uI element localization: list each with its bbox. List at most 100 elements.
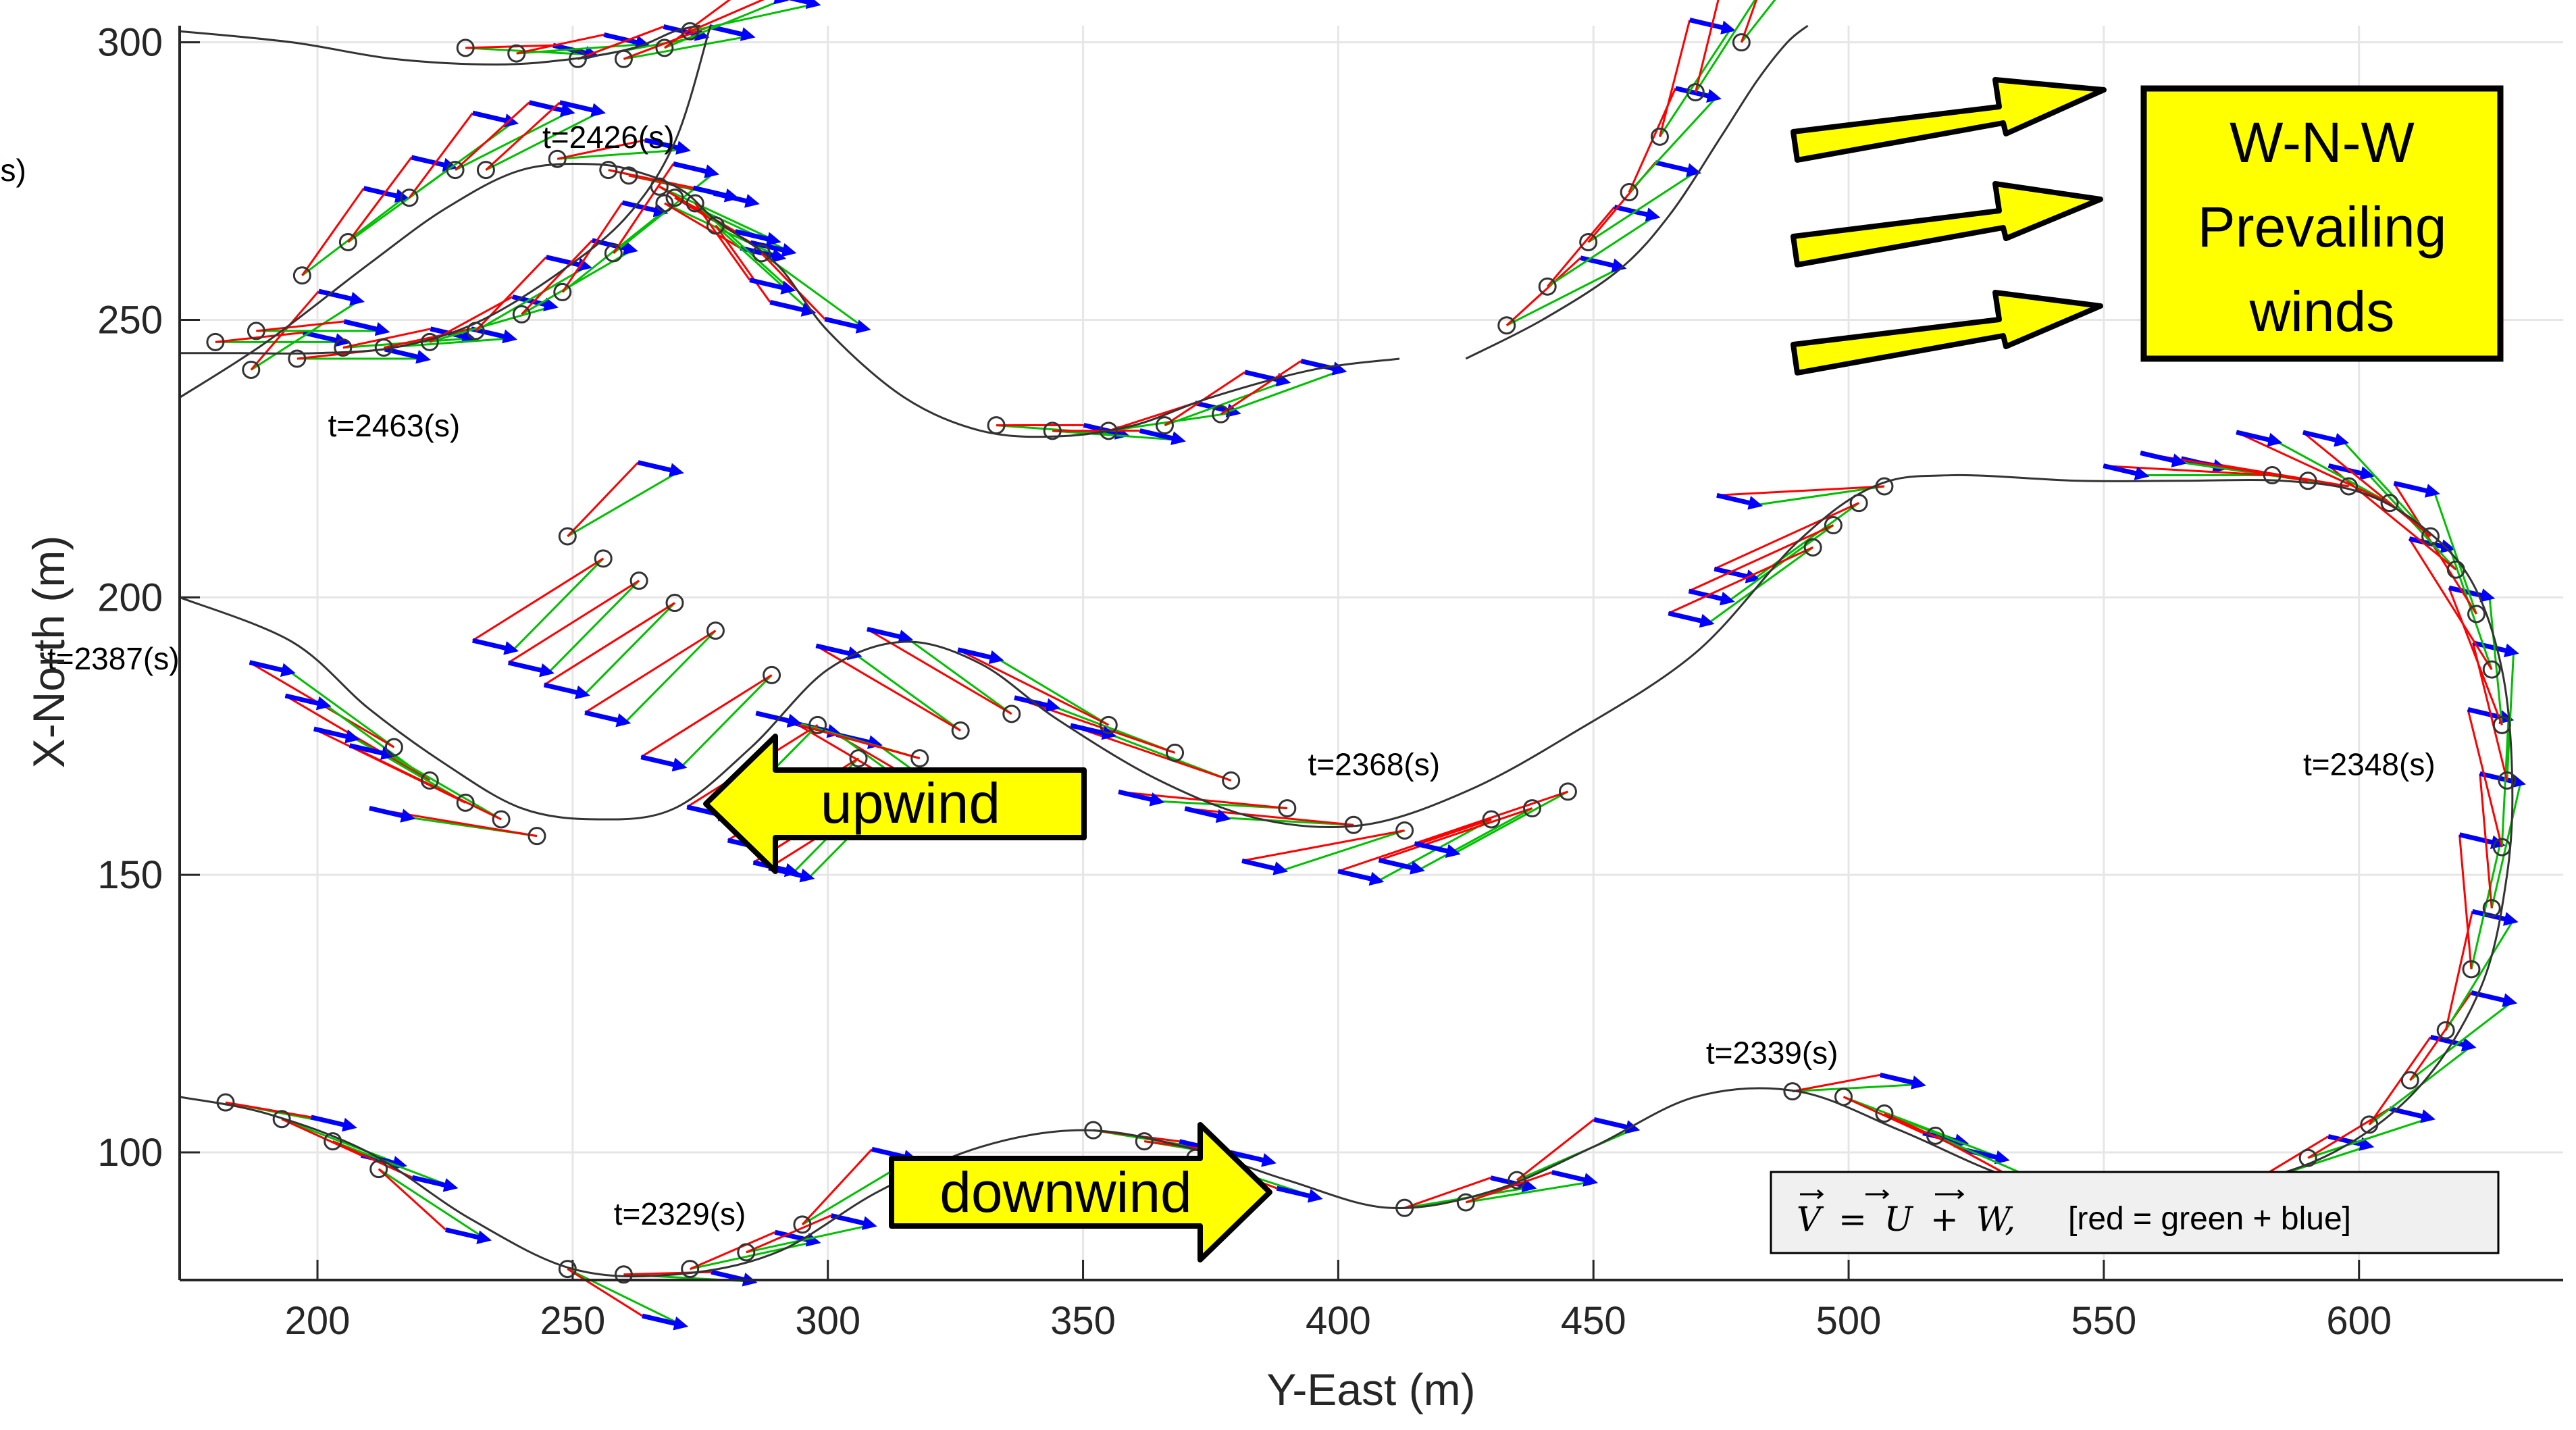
x-tick-label: 200 — [285, 1299, 351, 1343]
airspeed-vector — [567, 461, 639, 537]
groundspeed-vector — [561, 211, 664, 293]
sample-marker — [512, 305, 531, 324]
sample-marker — [420, 771, 439, 790]
sample-marker — [558, 1260, 577, 1279]
wind-vector — [637, 460, 684, 477]
sample-marker — [2446, 560, 2465, 579]
time-label: t=2468(s) — [0, 153, 26, 188]
sample-marker — [1099, 422, 1118, 440]
wind-vector — [1244, 369, 1291, 387]
axes — [178, 26, 2563, 1281]
wind-arrow-3 — [1791, 290, 2103, 376]
groundspeed-vector — [516, 43, 645, 55]
y-tick-label: 100 — [97, 1131, 163, 1175]
sample-marker — [2298, 471, 2317, 490]
wind-vector — [673, 161, 720, 178]
wind-vector — [1118, 789, 1165, 807]
airspeed-vector — [1505, 257, 1582, 326]
groundspeed-vector — [512, 557, 604, 651]
time-label: t=2368(s) — [1308, 746, 1440, 782]
wind-arrow-1 — [1791, 77, 2107, 163]
airspeed-vector — [2408, 538, 2493, 670]
groundspeed-vector — [2433, 492, 2477, 615]
sample-marker — [1875, 1104, 1894, 1123]
airspeed-vector — [2393, 482, 2477, 615]
airspeed-vector — [623, 26, 710, 60]
prevailing-line-1: W-N-W — [2230, 111, 2415, 174]
wind-vector — [1490, 1175, 1537, 1192]
groundspeed-vector — [2488, 597, 2503, 725]
wind-vector — [749, 278, 796, 295]
wind-vector — [1668, 611, 1715, 628]
groundspeed-vector — [409, 121, 514, 199]
airspeed-vector — [1241, 829, 1405, 862]
airspeed-vector — [472, 557, 604, 642]
groundspeed-vector — [2444, 920, 2514, 1031]
sample-marker — [619, 166, 638, 185]
sample-marker — [1620, 183, 1639, 202]
sample-marker — [793, 1215, 812, 1234]
sample-marker — [1482, 810, 1501, 829]
groundspeed-vector — [746, 1224, 872, 1254]
wind-vector — [411, 1175, 459, 1192]
airspeed-vector — [516, 33, 604, 55]
airspeed-vector — [1379, 807, 1533, 861]
sample-marker — [808, 715, 827, 734]
legend-note: [red = green + blue] — [2068, 1201, 2351, 1237]
upwind-label: upwind — [821, 771, 1000, 835]
sample-marker — [288, 349, 307, 368]
time-label: t=2329(s) — [614, 1196, 746, 1231]
wind-vector — [957, 647, 1004, 665]
groundspeed-vector — [856, 654, 962, 732]
airspeed-vector — [2479, 773, 2493, 909]
y-tick-label: 300 — [97, 21, 163, 65]
wind-vector — [769, 299, 817, 317]
wind-vector — [310, 1115, 357, 1132]
sample-marker — [910, 749, 929, 768]
wind-vector — [318, 288, 365, 306]
airspeed-vector — [663, 0, 731, 49]
sample-marker — [420, 332, 439, 351]
groundspeed-vector — [1741, 0, 1776, 43]
airspeed-vector — [521, 239, 593, 315]
sample-marker — [446, 161, 465, 180]
airspeed-vector — [1843, 1096, 1924, 1134]
sample-marker — [763, 665, 781, 684]
legend-equation: V = U + W, — [1797, 1200, 2015, 1239]
airspeed-vector — [455, 101, 530, 171]
airspeed-vector — [2302, 431, 2431, 538]
sample-marker — [247, 322, 265, 340]
flight-path-line — [179, 1087, 2079, 1278]
sample-marker — [242, 360, 261, 379]
sample-marker — [1155, 416, 1174, 435]
sample-marker — [706, 216, 725, 235]
sample-marker — [1523, 799, 1542, 818]
airspeed-vector — [2448, 587, 2503, 725]
sample-marker — [2298, 1148, 2317, 1167]
airspeed-vector — [1465, 1171, 1553, 1204]
sample-marker — [2467, 605, 2486, 623]
groundspeed-vector — [907, 638, 1012, 715]
sample-marker — [1002, 705, 1021, 723]
sample-marker — [665, 188, 684, 207]
sample-marker — [1135, 1132, 1154, 1151]
airspeed-vector — [301, 187, 365, 276]
airspeed-vector — [2103, 465, 2273, 477]
groundspeed-vector — [567, 471, 679, 538]
groundspeed-vector — [2500, 719, 2510, 848]
wind-vector — [1070, 723, 1117, 740]
wind-vector — [1229, 1150, 1277, 1167]
wind-vector — [411, 155, 458, 172]
time-label: t=2463(s) — [328, 408, 461, 443]
sample-marker — [456, 793, 475, 812]
airspeed-vector — [694, 203, 751, 281]
airspeed-vector — [1659, 20, 1691, 137]
flight-path-line — [1465, 24, 1809, 360]
sample-marker — [216, 1093, 235, 1112]
wind-vector — [303, 330, 350, 347]
sample-marker — [334, 338, 353, 357]
sample-marker — [1084, 1121, 1103, 1140]
sample-marker — [558, 527, 577, 546]
wind-vector — [2327, 1133, 2375, 1151]
groundspeed-vector — [998, 658, 1110, 726]
